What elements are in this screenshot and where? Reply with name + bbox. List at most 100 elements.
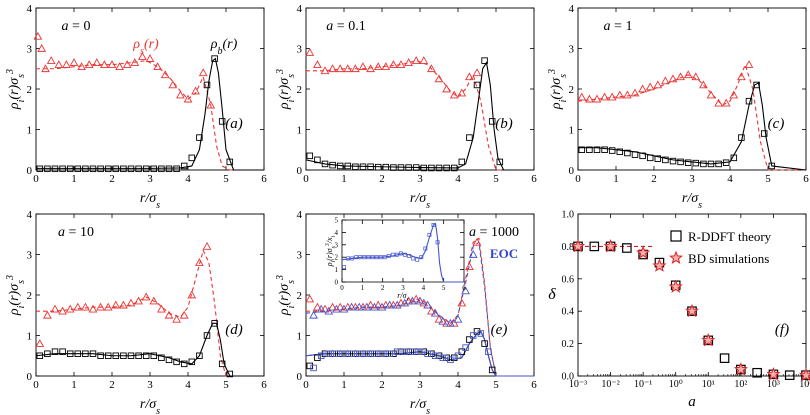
data-point <box>305 48 315 56</box>
data-point <box>586 146 593 153</box>
data-point <box>466 134 473 141</box>
y-axis-label-part: s <box>16 74 27 78</box>
x-axis-label: r/σs <box>682 191 702 211</box>
data-point <box>458 158 466 166</box>
data-point <box>423 300 432 309</box>
data-point <box>669 157 677 165</box>
data-point <box>454 352 462 360</box>
x-tick-label: 0 <box>303 173 309 185</box>
inset-point <box>370 255 375 260</box>
param-label-part: a <box>58 225 65 240</box>
data-point <box>145 54 155 62</box>
data-point <box>320 66 330 75</box>
data-point <box>351 64 360 73</box>
data-point <box>631 151 639 158</box>
x-tick-label: 4 <box>422 284 426 292</box>
data-point <box>400 298 410 307</box>
y-tick-label: 2 <box>335 254 339 262</box>
data-point <box>358 62 368 71</box>
data-point <box>420 348 428 355</box>
data-point <box>130 58 140 67</box>
data-point <box>195 258 204 266</box>
x-tick-label: 10⁻² <box>601 379 619 390</box>
data-point <box>62 60 71 69</box>
data-point <box>122 60 132 69</box>
data-point <box>430 308 440 317</box>
panel-label: (a) <box>225 116 243 132</box>
series-line-ρb-theory <box>36 57 264 171</box>
series-line-theory <box>341 222 464 283</box>
data-point <box>411 294 421 303</box>
data-point <box>74 350 82 357</box>
data-point <box>183 94 193 103</box>
x-axis-label-part: s <box>426 200 430 211</box>
data-point <box>700 160 707 168</box>
x-tick-label: 10³ <box>767 379 780 390</box>
data-point <box>374 163 382 171</box>
data-point <box>419 56 429 64</box>
x-axis-label-part: s <box>156 200 160 211</box>
y-tick-label: 0.0 <box>562 372 575 383</box>
data-point <box>153 62 162 71</box>
data-point <box>578 146 586 153</box>
y-axis-label-part: i <box>16 99 27 102</box>
data-point <box>443 164 450 172</box>
inset-y-label: ρi(r)σs3/xi <box>325 235 337 267</box>
data-point <box>396 60 406 69</box>
x-axis-label-part: s <box>426 406 430 415</box>
data-point <box>481 57 488 64</box>
data-point <box>142 352 150 360</box>
data-point <box>306 362 314 370</box>
data-point <box>354 302 364 311</box>
data-point <box>135 165 142 173</box>
y-axis-label: ρi(r)σs3 <box>5 69 27 110</box>
param-label-part: a <box>326 19 333 34</box>
data-point <box>691 72 701 81</box>
x-tick-label: 5 <box>442 284 446 292</box>
x-tick-label: 4 <box>185 379 191 391</box>
data-point <box>469 332 477 339</box>
x-axis-label: a <box>688 394 696 410</box>
data-point <box>661 76 670 85</box>
y-tick-label: 0 <box>27 371 33 383</box>
y-tick-label: 4 <box>27 209 33 221</box>
data-point <box>37 43 47 52</box>
data-point <box>36 165 44 173</box>
data-point <box>630 88 640 97</box>
data-point <box>340 350 348 357</box>
data-point <box>639 152 646 160</box>
data-point <box>730 154 738 162</box>
inset-frame <box>341 219 465 283</box>
data-point <box>317 352 325 360</box>
data-point <box>462 344 469 351</box>
data-point <box>198 68 208 77</box>
data-point <box>77 62 86 71</box>
inset-point <box>382 255 387 260</box>
param-label: a = 0.1 <box>326 19 365 34</box>
data-point <box>347 302 356 311</box>
data-point <box>450 164 458 172</box>
data-point <box>115 62 124 71</box>
data-point <box>446 318 455 327</box>
data-point <box>397 164 405 171</box>
inset-point <box>431 223 436 227</box>
data-point <box>496 158 504 166</box>
data-point <box>339 304 349 313</box>
data-point <box>373 62 383 71</box>
y-axis-label-part: (r)σ <box>277 77 292 100</box>
x-tick-label: 5 <box>493 379 499 391</box>
data-point <box>706 90 716 99</box>
x-tick-label: 5 <box>223 173 229 185</box>
x-tick-label: 1 <box>71 173 77 185</box>
y-axis-label-part: 3 <box>5 69 16 75</box>
data-point <box>196 352 203 360</box>
data-point <box>179 310 189 319</box>
data-point <box>66 350 74 357</box>
label-rho-s: ρs(r) <box>132 37 159 57</box>
data-point <box>127 165 135 173</box>
data-point <box>344 162 352 170</box>
series-line-ρs-theory <box>577 63 806 171</box>
data-point <box>81 302 90 311</box>
